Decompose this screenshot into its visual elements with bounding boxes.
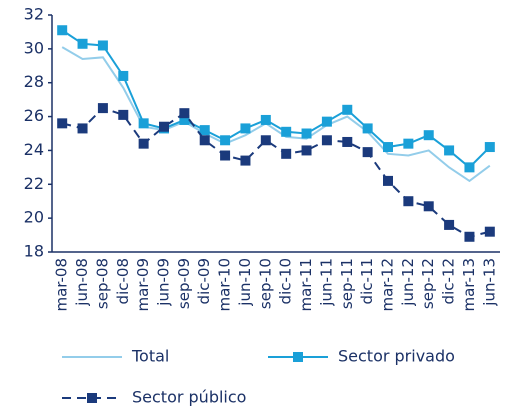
- marker: [220, 135, 231, 146]
- marker: [444, 219, 455, 230]
- series-line: [61, 29, 491, 169]
- marker: [159, 121, 169, 132]
- legend-label: Sector privado: [338, 347, 455, 366]
- marker: [321, 116, 332, 127]
- legend-marker: [293, 352, 303, 362]
- marker: [281, 126, 292, 137]
- legend-marker: [87, 393, 97, 403]
- marker: [138, 138, 149, 149]
- x-tick-label: dic-11: [358, 258, 376, 304]
- marker: [484, 142, 495, 153]
- marker: [260, 114, 271, 125]
- marker: [57, 118, 68, 129]
- marker: [484, 226, 495, 237]
- marker: [97, 40, 108, 51]
- marker: [97, 103, 108, 114]
- marker: [342, 136, 353, 147]
- x-tick-label: jun-13: [480, 258, 498, 307]
- marker: [138, 118, 149, 129]
- marker: [240, 155, 251, 166]
- marker: [118, 109, 129, 120]
- x-tick-label: dic-10: [277, 258, 295, 304]
- marker: [260, 135, 271, 146]
- marker: [362, 123, 373, 134]
- y-tick-label: 26: [24, 106, 44, 125]
- series-line: [61, 106, 491, 238]
- y-tick-label: 32: [24, 5, 44, 24]
- marker: [444, 145, 455, 156]
- x-tick-label: mar-11: [297, 258, 315, 312]
- x-tick-label: dic-09: [195, 258, 213, 304]
- marker: [423, 201, 434, 212]
- x-tick-label: jun-11: [317, 258, 335, 307]
- x-tick-label: sep-11: [338, 258, 356, 309]
- marker: [240, 123, 251, 134]
- legend-label: Sector público: [132, 388, 246, 407]
- marker: [423, 130, 434, 141]
- x-tick-label: jun-09: [155, 258, 173, 307]
- y-tick-label: 18: [24, 242, 44, 261]
- y-tick-label: 30: [24, 38, 44, 57]
- x-tick-label: jun-10: [236, 258, 254, 307]
- y-tick-label: 20: [24, 208, 44, 227]
- marker: [220, 150, 231, 161]
- x-tick-label: dic-12: [440, 258, 458, 304]
- y-tick-label: 24: [24, 140, 44, 159]
- marker: [383, 175, 393, 186]
- x-tick-label: sep-08: [93, 258, 111, 309]
- marker: [77, 38, 88, 49]
- marker: [321, 135, 332, 146]
- x-tick-label: mar-13: [460, 258, 478, 312]
- marker: [301, 128, 312, 139]
- marker: [179, 108, 190, 119]
- x-tick-label: jun-12: [399, 258, 417, 307]
- y-tick-label: 22: [24, 174, 44, 193]
- marker: [281, 148, 292, 159]
- x-tick-label: dic-08: [114, 258, 132, 304]
- marker: [464, 162, 475, 173]
- series-line: [61, 46, 491, 183]
- x-tick-label: mar-08: [53, 258, 71, 312]
- marker: [118, 70, 129, 81]
- marker: [403, 138, 414, 149]
- marker: [383, 142, 393, 153]
- marker: [77, 123, 88, 134]
- marker: [57, 25, 68, 36]
- marker: [403, 196, 414, 207]
- x-tick-label: sep-09: [175, 258, 193, 309]
- marker: [464, 231, 475, 242]
- legend-label: Total: [131, 347, 169, 366]
- x-tick-label: mar-10: [216, 258, 234, 312]
- marker: [301, 145, 312, 156]
- marker: [199, 135, 210, 146]
- x-tick-label: sep-12: [419, 258, 437, 309]
- marker: [199, 125, 210, 136]
- marker: [362, 147, 373, 158]
- x-tick-label: mar-12: [379, 258, 397, 312]
- x-tick-label: sep-10: [256, 258, 274, 309]
- x-tick-label: mar-09: [134, 258, 152, 312]
- marker: [342, 104, 353, 115]
- y-tick-label: 28: [24, 72, 44, 91]
- marker: [179, 114, 190, 125]
- x-tick-label: jun-08: [73, 258, 91, 307]
